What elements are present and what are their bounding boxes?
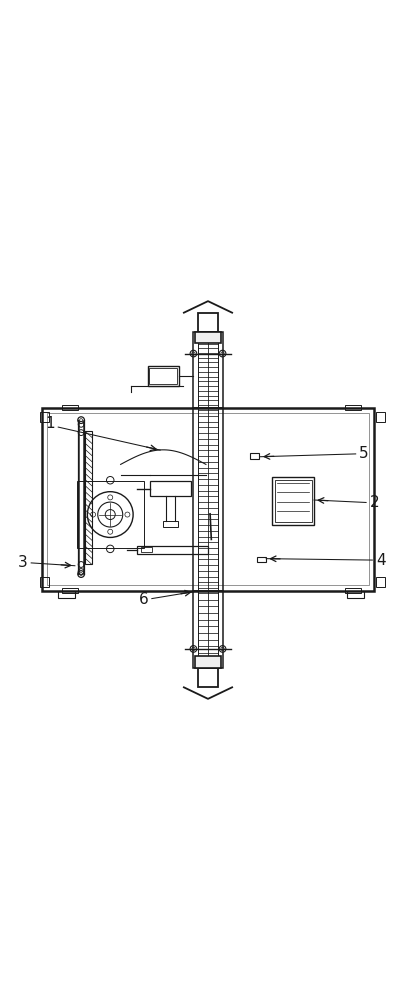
Bar: [42, 408, 374, 591]
Bar: [345, 588, 361, 593]
Bar: [62, 588, 78, 593]
Bar: [195, 656, 221, 668]
Bar: [150, 481, 191, 496]
Bar: [58, 591, 75, 598]
Bar: [85, 431, 92, 564]
Bar: [272, 477, 314, 525]
Bar: [137, 546, 208, 554]
Bar: [47, 413, 369, 585]
Bar: [77, 481, 144, 548]
Bar: [347, 591, 364, 598]
Text: 6: 6: [139, 592, 149, 607]
Bar: [376, 412, 385, 422]
Bar: [149, 368, 177, 384]
Bar: [148, 366, 179, 386]
Bar: [195, 332, 221, 343]
Bar: [193, 332, 223, 408]
Bar: [376, 577, 385, 587]
Bar: [193, 408, 223, 591]
Text: 3: 3: [18, 555, 28, 570]
Bar: [198, 332, 218, 408]
Bar: [193, 591, 223, 668]
Bar: [257, 557, 266, 562]
Bar: [250, 453, 259, 459]
Bar: [40, 412, 49, 422]
Text: 4: 4: [376, 553, 386, 568]
Bar: [40, 577, 49, 587]
Bar: [275, 480, 312, 522]
Bar: [163, 521, 178, 527]
Text: 2: 2: [369, 495, 379, 510]
Bar: [198, 408, 218, 591]
Bar: [141, 547, 152, 552]
Text: 5: 5: [359, 446, 369, 461]
Bar: [62, 405, 78, 410]
Bar: [345, 405, 361, 410]
Bar: [198, 313, 218, 332]
Text: 1: 1: [45, 416, 55, 431]
Bar: [198, 668, 218, 687]
Bar: [198, 591, 218, 668]
